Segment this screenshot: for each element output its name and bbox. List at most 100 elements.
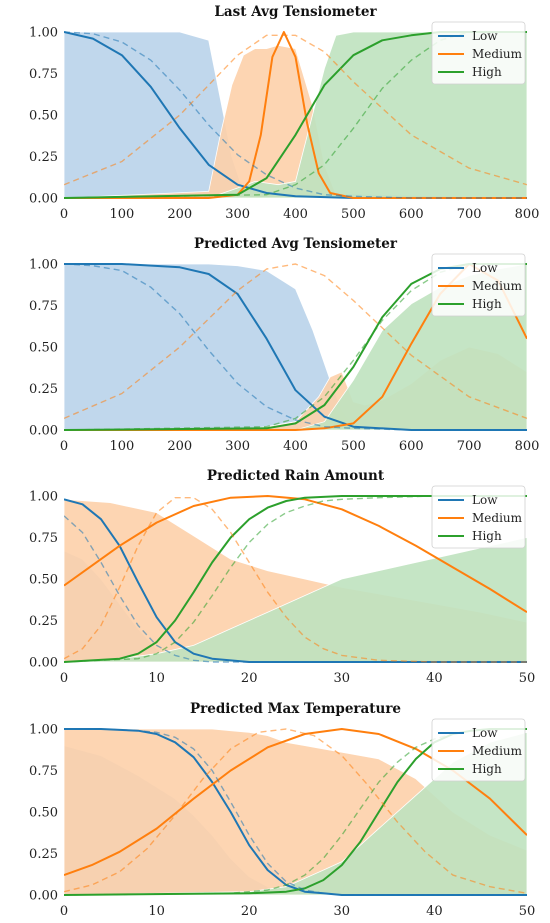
region-high xyxy=(64,731,527,896)
series-low-solid xyxy=(64,31,527,199)
x-tick-label: 700 xyxy=(457,439,482,454)
region-high xyxy=(64,263,527,431)
legend-label-medium: Medium xyxy=(472,511,523,525)
legend: Low Medium High xyxy=(431,718,526,782)
panel-4: Predicted Max Temperature 0.00 0.25 0.50 0.7… xyxy=(29,701,535,919)
x-tick-label: 0 xyxy=(60,904,68,919)
x-tick-label: 40 xyxy=(426,671,443,686)
x-tick-label: 600 xyxy=(399,207,424,222)
legend-label-high: High xyxy=(472,529,502,543)
y-tick-label: 0.75 xyxy=(29,299,58,314)
legend-label-high: High xyxy=(472,762,502,776)
legend: Low Medium High xyxy=(431,485,526,549)
y-tick-label: 0.00 xyxy=(29,424,58,439)
x-tick-label: 50 xyxy=(519,671,536,686)
membership-regions xyxy=(64,498,527,663)
x-tick-label: 100 xyxy=(109,207,134,222)
y-tick-label: 0.50 xyxy=(29,573,58,588)
y-tick-label: 1.00 xyxy=(29,490,58,505)
x-tick-label: 500 xyxy=(341,207,366,222)
panel-title: Predicted Avg Tensiometer xyxy=(194,236,398,252)
membership-regions xyxy=(64,263,527,431)
series-high-dashed xyxy=(64,31,527,199)
y-tick-label: 0.50 xyxy=(29,341,58,356)
x-tick-label: 10 xyxy=(148,904,165,919)
series-low-dashed xyxy=(64,728,527,896)
x-tick-label: 30 xyxy=(334,671,351,686)
y-tick-label: 0.00 xyxy=(29,192,58,207)
y-tick-label: 0.50 xyxy=(29,109,58,124)
y-tick-label: 0.75 xyxy=(29,764,58,779)
series-medium-dashed xyxy=(64,728,527,894)
x-tick-label: 40 xyxy=(426,904,443,919)
series-high-solid xyxy=(64,495,527,663)
legend-label-low: Low xyxy=(472,726,498,740)
series-low-solid xyxy=(64,498,527,663)
y-tick-label: 1.00 xyxy=(29,723,58,738)
x-tick-label: 400 xyxy=(283,439,308,454)
y-tick-label: 0.75 xyxy=(29,67,58,82)
x-tick-label: 400 xyxy=(283,207,308,222)
x-tick-label: 10 xyxy=(148,671,165,686)
series-medium-solid xyxy=(64,495,527,614)
series-medium-dashed xyxy=(64,34,527,186)
series-medium-dashed xyxy=(64,497,527,663)
region-high xyxy=(64,31,527,199)
series-high-dashed xyxy=(64,728,527,896)
legend-label-medium: Medium xyxy=(472,744,523,758)
series-medium-dashed xyxy=(64,263,527,420)
membership-lines xyxy=(64,31,527,199)
y-tick-label: 1.00 xyxy=(29,258,58,273)
y-tick-label: 0.25 xyxy=(29,847,58,862)
legend-label-low: Low xyxy=(472,261,498,275)
y-tick-label: 0.75 xyxy=(29,531,58,546)
legend-label-medium: Medium xyxy=(472,279,523,293)
series-low-dashed xyxy=(64,263,527,431)
x-tick-label: 0 xyxy=(60,207,68,222)
legend-label-medium: Medium xyxy=(472,47,523,61)
legend-label-high: High xyxy=(472,297,502,311)
membership-regions xyxy=(64,728,527,896)
x-tick-label: 100 xyxy=(109,439,134,454)
panel-1: Last Avg Tensiometer 0.00 0.25 0.50 0.75 1.00… xyxy=(29,4,539,222)
x-tick-label: 200 xyxy=(167,439,192,454)
x-tick-label: 50 xyxy=(519,904,536,919)
legend: Low Medium High xyxy=(431,253,526,317)
x-tick-label: 200 xyxy=(167,207,192,222)
x-tick-label: 800 xyxy=(515,207,540,222)
x-tick-label: 30 xyxy=(334,904,351,919)
legend-box xyxy=(431,718,526,782)
region-high xyxy=(64,537,527,663)
legend-box xyxy=(431,21,526,85)
y-tick-label: 0.50 xyxy=(29,806,58,821)
x-tick-label: 300 xyxy=(225,207,250,222)
y-tick-label: 0.25 xyxy=(29,382,58,397)
legend-box xyxy=(431,485,526,549)
legend-label-low: Low xyxy=(472,29,498,43)
series-low-dashed xyxy=(64,31,527,199)
x-tick-label: 0 xyxy=(60,671,68,686)
y-tick-label: 0.00 xyxy=(29,656,58,671)
x-tick-label: 0 xyxy=(60,439,68,454)
y-tick-label: 0.00 xyxy=(29,889,58,904)
legend-label-high: High xyxy=(472,65,502,79)
x-tick-label: 300 xyxy=(225,439,250,454)
panel-title: Predicted Rain Amount xyxy=(207,468,385,484)
panel-3: Predicted Rain Amount 0.00 0.25 0.50 0.75 1.0… xyxy=(29,468,535,686)
x-tick-label: 500 xyxy=(341,439,366,454)
series-low-dashed xyxy=(64,515,527,663)
panel-2: Predicted Avg Tensiometer 0.00 0.25 0.50 0.7… xyxy=(29,236,539,454)
panel-title: Last Avg Tensiometer xyxy=(214,4,377,20)
x-tick-label: 20 xyxy=(241,671,258,686)
membership-lines xyxy=(64,495,527,663)
x-tick-label: 700 xyxy=(457,207,482,222)
membership-regions xyxy=(64,31,527,199)
legend-label-low: Low xyxy=(472,493,498,507)
x-tick-label: 800 xyxy=(515,439,540,454)
y-tick-label: 1.00 xyxy=(29,26,58,41)
series-high-dashed xyxy=(64,495,527,663)
series-low-solid xyxy=(64,263,527,431)
y-tick-label: 0.25 xyxy=(29,150,58,165)
legend: Low Medium High xyxy=(431,21,526,85)
